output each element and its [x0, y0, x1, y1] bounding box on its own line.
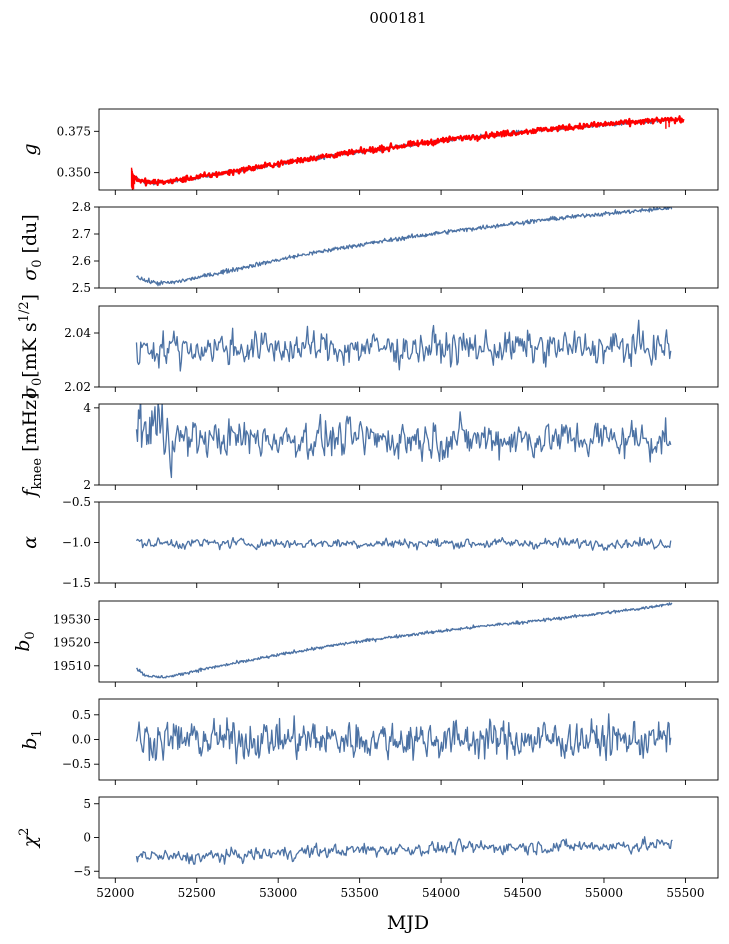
panel-b1: −0.5 0.0 0.5 b1	[19, 698, 719, 785]
x-tick-label: 53500	[341, 886, 379, 900]
axes-frame	[98, 403, 719, 486]
x-tick-label: 54000	[422, 886, 460, 900]
y-axis-label-fknee: fknee [mHz]	[19, 392, 45, 498]
series-line-g-1	[131, 115, 685, 187]
y-tick-label: 0.0	[72, 733, 91, 747]
y-tick-label: 0	[83, 831, 91, 845]
y-tick-label: −1.0	[62, 536, 91, 550]
y-axis-label-g: g	[19, 143, 41, 155]
y-tick-label: −0.5	[62, 495, 91, 509]
y-tick-label: 2.04	[64, 326, 91, 340]
y-tick-label: 4	[83, 401, 91, 415]
y-tick-label: 2.6	[72, 254, 91, 268]
series-line-alpha-0	[135, 536, 672, 551]
axes-frame	[98, 206, 719, 289]
y-tick-label: 0.5	[72, 708, 91, 722]
x-tick-label: 55000	[585, 886, 623, 900]
y-tick-label: −0.5	[62, 757, 91, 771]
y-axis-label-alpha: α	[19, 536, 41, 549]
x-tick-label: 55500	[666, 886, 704, 900]
y-tick-label: 19530	[53, 613, 91, 627]
y-tick-label: 2.5	[72, 281, 91, 295]
panels-group: 0.350 0.375 g 2.5 2.6 2.7 2.8 σ0 [du] 2.02 2.04 σ0…	[12, 108, 719, 900]
panel-sigma0_mK: 2.02 2.04 σ0[mK s1/2]	[17, 294, 719, 399]
axes-frame	[98, 600, 719, 683]
y-tick-label: −5	[73, 864, 91, 878]
panel-chi2: −5 0 5 52000 52500 53000 53500 54000 54500 55000 5…	[17, 796, 719, 900]
x-tick-label: 53000	[259, 886, 297, 900]
y-axis-label-b0: b0	[12, 631, 38, 651]
y-tick-label: −1.5	[62, 576, 91, 590]
series-line-b0-0	[135, 602, 673, 679]
y-axis-label-chi2: χ2	[17, 828, 41, 850]
panel-sigma0_du: 2.5 2.6 2.7 2.8 σ0 [du]	[19, 200, 719, 295]
y-tick-label: 2.7	[72, 227, 91, 241]
plot-area-g	[130, 115, 685, 190]
axes-frame	[98, 796, 719, 879]
x-tick-label: 52500	[178, 886, 216, 900]
series-line-sigma0_mK-0	[135, 319, 672, 372]
x-tick-label: 52000	[96, 886, 134, 900]
plot-area-b0	[135, 602, 673, 679]
x-tick-label: 54500	[503, 886, 541, 900]
plot-area-sigma0_mK	[135, 319, 672, 372]
plot-area-b1	[135, 713, 672, 765]
series-line-sigma0_du-0	[136, 207, 673, 287]
axes-frame	[98, 305, 719, 388]
y-axis-label-sigma0_du: σ0 [du]	[19, 214, 45, 281]
axes-frame	[98, 108, 719, 191]
y-tick-label: 19520	[53, 636, 91, 650]
plot-area-chi2	[135, 836, 673, 865]
y-tick-label: 19510	[53, 659, 91, 673]
chart-title: 000181	[369, 9, 426, 27]
series-line-chi2-0	[135, 836, 673, 865]
panel-b0: 19510 19520 19530 b0	[12, 600, 719, 687]
series-line-b1-0	[135, 713, 672, 765]
panel-g: 0.350 0.375 g	[19, 108, 719, 195]
y-tick-label: 5	[83, 797, 91, 811]
y-tick-label: 2	[83, 478, 91, 492]
panel-fknee: 2 4 fknee [mHz]	[19, 392, 719, 499]
panel-alpha: −1.5 −1.0 −0.5 α	[19, 495, 719, 590]
y-tick-label: 0.375	[57, 124, 91, 138]
y-axis-label-b1: b1	[19, 729, 45, 749]
y-tick-label: 2.8	[72, 200, 91, 214]
x-axis-label: MJD	[387, 912, 429, 934]
plot-area-fknee	[135, 404, 672, 479]
plot-area-alpha	[135, 536, 672, 551]
series-line-fknee-0	[135, 404, 672, 479]
y-tick-label: 0.350	[57, 166, 91, 180]
y-tick-label: 2.02	[64, 380, 91, 394]
y-axis-label-sigma0_mK: σ0[mK s1/2]	[17, 294, 45, 399]
plot-area-sigma0_du	[136, 207, 673, 287]
